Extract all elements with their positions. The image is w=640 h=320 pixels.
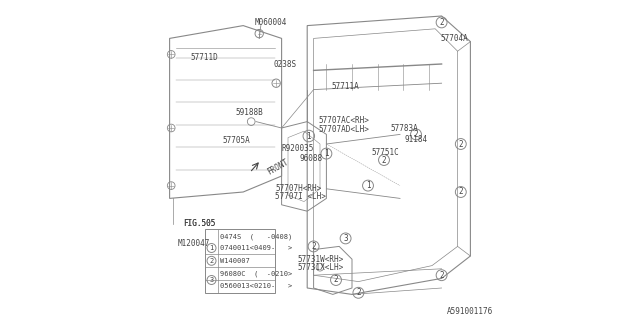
Text: 57711D: 57711D (191, 53, 218, 62)
Text: 57711A: 57711A (332, 82, 359, 91)
Bar (205, 229, 275, 293)
Text: M120047: M120047 (178, 239, 210, 248)
Text: 0238S: 0238S (274, 60, 297, 68)
Text: A591001176: A591001176 (447, 308, 493, 316)
Text: 2: 2 (209, 258, 214, 264)
Text: 57705A: 57705A (223, 136, 250, 145)
Text: 57704A: 57704A (440, 34, 468, 43)
Text: 1: 1 (365, 181, 371, 190)
Text: 57751C: 57751C (371, 148, 399, 156)
Text: 1: 1 (324, 149, 329, 158)
Text: 96080C  (  -0210>: 96080C ( -0210> (220, 270, 292, 277)
Text: 57783A: 57783A (390, 124, 418, 132)
Text: 0474S  (   -0408): 0474S ( -0408) (220, 233, 292, 240)
Text: FIG.505: FIG.505 (184, 220, 216, 228)
Text: 2: 2 (439, 18, 444, 27)
Text: 57707H<RH>: 57707H<RH> (275, 184, 321, 193)
Text: 2: 2 (381, 156, 387, 164)
Text: M060004: M060004 (254, 18, 287, 27)
Text: FRONT: FRONT (266, 157, 290, 177)
Text: 2: 2 (439, 271, 444, 280)
Text: 0560013<0210-   >: 0560013<0210- > (220, 284, 292, 289)
Text: 59188B: 59188B (236, 108, 263, 116)
Text: 1: 1 (307, 132, 311, 140)
Text: 57731X<LH>: 57731X<LH> (298, 263, 344, 272)
Text: 96088: 96088 (300, 154, 323, 163)
Text: 57707AD<LH>: 57707AD<LH> (319, 125, 369, 134)
Text: 57707I <LH>: 57707I <LH> (275, 192, 326, 201)
Text: 2: 2 (458, 188, 463, 196)
Text: 57731W<RH>: 57731W<RH> (298, 255, 344, 264)
Text: FIG.505: FIG.505 (184, 220, 216, 228)
Text: 2: 2 (356, 288, 361, 297)
Text: 91184: 91184 (405, 135, 428, 144)
Text: 57707AC<RH>: 57707AC<RH> (319, 116, 369, 124)
Text: 3: 3 (209, 277, 214, 283)
Text: 3: 3 (343, 234, 348, 243)
Text: 2: 2 (333, 276, 339, 284)
Text: R920035: R920035 (282, 144, 314, 153)
Text: 2: 2 (311, 242, 316, 251)
Text: W140007: W140007 (220, 258, 250, 264)
Text: 1: 1 (209, 245, 214, 251)
Text: 2: 2 (413, 130, 419, 139)
Text: 2: 2 (458, 140, 463, 148)
Text: 0740011<0409-   >: 0740011<0409- > (220, 245, 292, 251)
